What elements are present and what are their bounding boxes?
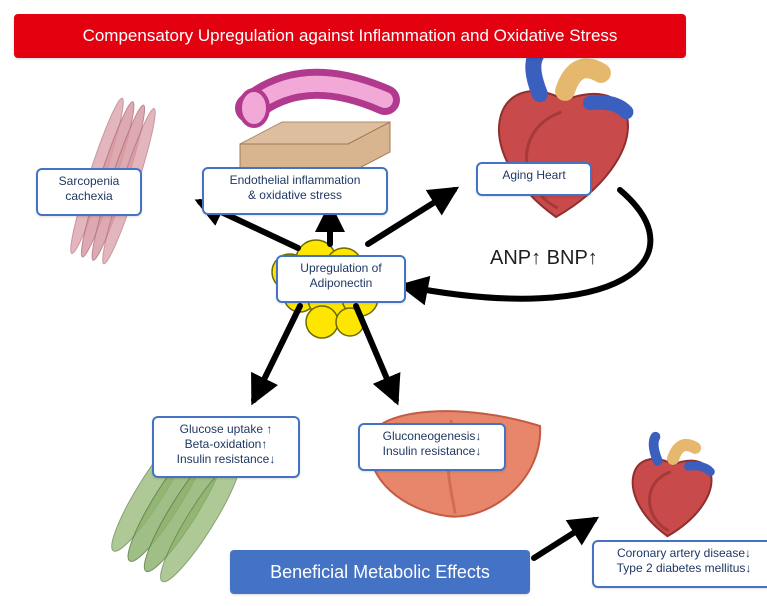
annotation-anp-bnp-text: ANP↑ BNP↑ — [490, 247, 598, 269]
node-cad-l1: Coronary artery disease↓ — [602, 546, 766, 561]
node-gluconeogenesis: Gluconeogenesis↓ Insulin resistance↓ — [358, 423, 506, 471]
node-sarcopenia-l1: Sarcopenia — [46, 174, 132, 189]
node-center: Upregulation of Adiponectin — [276, 255, 406, 303]
node-sarcopenia-l2: cachexia — [46, 189, 132, 204]
node-gluconeo-l2: Insulin resistance↓ — [368, 444, 496, 459]
node-gluconeo-l1: Gluconeogenesis↓ — [368, 429, 496, 444]
node-glucose-uptake: Glucose uptake ↑ Beta-oxidation↑ Insulin… — [152, 416, 300, 478]
node-endothelial: Endothelial inflammation & oxidative str… — [202, 167, 388, 215]
diagram-stage: { "banners": { "top": { "text": "Compens… — [0, 0, 767, 606]
node-aging-heart: Aging Heart — [476, 162, 592, 196]
node-aging-heart-l1: Aging Heart — [486, 168, 582, 183]
node-sarcopenia: Sarcopenia cachexia — [36, 168, 142, 216]
illustrations-layer — [0, 0, 767, 606]
node-glucose-l2: Beta-oxidation↑ — [162, 437, 290, 452]
arrows-layer — [0, 0, 767, 606]
node-cad-l2: Type 2 diabetes mellitus↓ — [602, 561, 766, 576]
banner-bottom: Beneficial Metabolic Effects — [230, 550, 530, 594]
banner-bottom-text: Beneficial Metabolic Effects — [270, 562, 490, 583]
annotation-anp-bnp: ANP↑ BNP↑ — [490, 247, 598, 270]
node-endothelial-l2: & oxidative stress — [212, 188, 378, 203]
banner-top: Compensatory Upregulation against Inflam… — [14, 14, 686, 58]
node-endothelial-l1: Endothelial inflammation — [212, 173, 378, 188]
node-glucose-l3: Insulin resistance↓ — [162, 452, 290, 467]
node-center-l2: Adiponectin — [286, 276, 396, 291]
node-glucose-l1: Glucose uptake ↑ — [162, 422, 290, 437]
node-cad: Coronary artery disease↓ Type 2 diabetes… — [592, 540, 767, 588]
banner-top-text: Compensatory Upregulation against Inflam… — [83, 26, 618, 46]
node-center-l1: Upregulation of — [286, 261, 396, 276]
